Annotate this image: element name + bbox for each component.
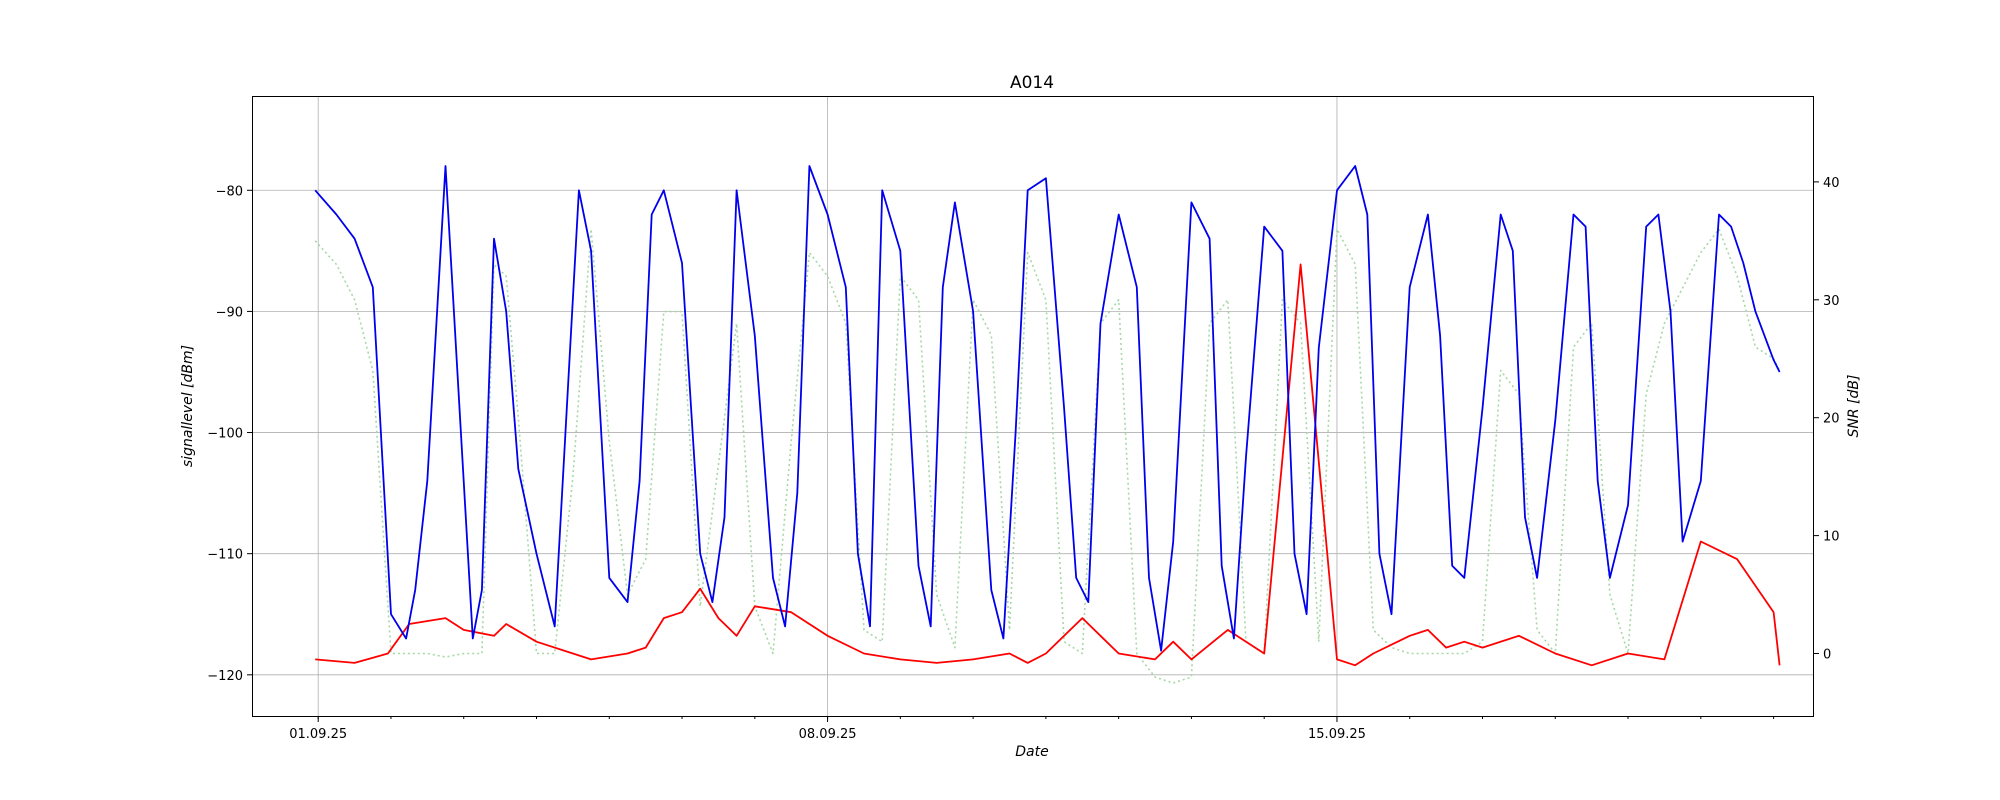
grid-layer <box>253 97 1813 716</box>
series-line-1 <box>314 165 1781 652</box>
chart-title: A014 <box>1010 73 1054 93</box>
series-line-3 <box>314 228 1781 684</box>
y2-axis-title: SNR [dB] <box>1846 375 1862 438</box>
y-tick-label: −100 <box>207 427 243 442</box>
y-tick-label: −90 <box>216 305 243 320</box>
ticks-layer: 01.09.25 08.09.25 15.09.25 −120 −110 −100 −90 −… <box>207 176 1839 742</box>
y-axis-title: signallevel [dBm] <box>180 345 196 467</box>
y-tick-label: −80 <box>216 184 243 199</box>
y-tick-label: −120 <box>207 669 243 684</box>
y-tick-label: −110 <box>207 548 243 563</box>
x-tick-label: 01.09.25 <box>289 727 347 742</box>
series-layer <box>314 165 1781 684</box>
series-line-2 <box>315 263 1781 667</box>
y2-tick-label: 10 <box>1823 530 1840 545</box>
y2-tick-label: 30 <box>1823 294 1840 309</box>
y2-tick-label: 40 <box>1823 176 1840 191</box>
plot-frame <box>252 96 1814 717</box>
y2-tick-label: 0 <box>1823 648 1831 663</box>
x-tick-label: 15.09.25 <box>1308 727 1366 742</box>
x-tick-label: 08.09.25 <box>799 727 857 742</box>
x-axis-title: Date <box>1015 744 1048 760</box>
y2-tick-label: 20 <box>1823 412 1840 427</box>
